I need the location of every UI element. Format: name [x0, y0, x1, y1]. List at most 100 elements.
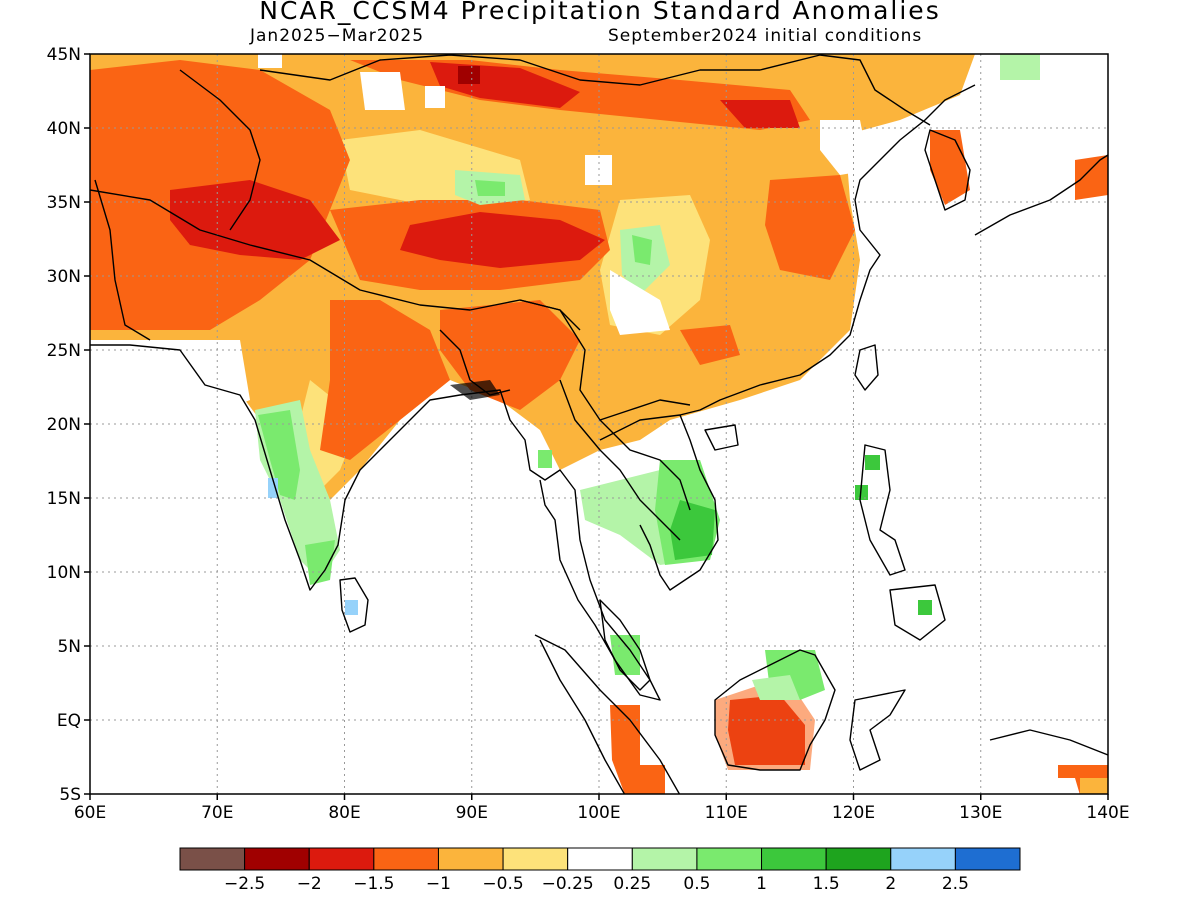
bangladesh-delta: [450, 380, 500, 400]
period-label: Jan2025−Mar2025: [250, 26, 425, 46]
legend-swatch: [567, 847, 633, 871]
lon-tick-label: 140E: [1086, 803, 1129, 823]
coastline-hainan: [704, 424, 739, 451]
lat-tick-label: 5S: [59, 785, 81, 805]
coastline-srilanka: [339, 577, 369, 633]
init-conditions-label: September2024 initial conditions: [608, 26, 923, 46]
legend-label: −1.5: [353, 874, 394, 894]
coastline-borneo: [714, 649, 836, 771]
coastline-vietnam: [639, 414, 719, 591]
legend-swatch: [502, 847, 569, 871]
anomaly-region-neg15-afghan: [170, 180, 340, 260]
near-zero-hole-f: [820, 120, 870, 175]
coastline-newguinea: [989, 729, 1108, 756]
legend-label: 0.5: [683, 874, 710, 894]
lon-tick-label: 80E: [328, 803, 360, 823]
lat-tick-label: 10N: [47, 563, 81, 583]
anomaly-region-pos05-borneo: [752, 675, 800, 700]
legend-swatch: [308, 847, 375, 871]
legend-label: −1: [426, 874, 451, 894]
border-laos: [599, 419, 691, 511]
border-china-north: [259, 54, 931, 126]
anomaly-region-pos1-philippines: [855, 455, 932, 615]
lat-tick-label: 20N: [47, 415, 81, 435]
coastline-korea: [924, 129, 971, 211]
legend-swatch: [825, 847, 892, 871]
anomaly-region-pos1-burma: [538, 450, 552, 468]
near-zero-hole-h: [1000, 54, 1040, 80]
lat-tick-label: 15N: [47, 489, 81, 509]
legend-swatch: [761, 847, 827, 871]
legend-label: 0.25: [613, 874, 651, 894]
legend-label: 2: [885, 874, 896, 894]
coastline-sulawesi: [849, 689, 906, 771]
legend-swatch: [890, 847, 956, 871]
lat-tick-label: 5N: [57, 637, 81, 657]
coastline-malaya: [599, 599, 651, 691]
near-zero-hole-b: [425, 86, 445, 108]
colorbar-legend: −2.5 −2 −1.5 −1 −0.5 −0.25 0.25 0.5 1 1.5 2 2.5: [179, 847, 1021, 894]
anomaly-region-neg1-small: [680, 325, 740, 365]
anomaly-region-pos1-china: [632, 235, 652, 265]
coastline-indochina-east: [599, 84, 976, 441]
lat-tick-label: 35N: [47, 193, 81, 213]
anomaly-region-pos1-india: [258, 410, 300, 500]
lon-tick-label: 60E: [74, 803, 106, 823]
lat-tick-label: EQ: [57, 711, 81, 731]
near-zero-hole-a: [258, 54, 282, 68]
legend-swatch: [437, 847, 504, 871]
lat-tick-label: 30N: [47, 267, 81, 287]
anomaly-region-pos1-malaya: [610, 635, 640, 675]
lat-tick-label: 45N: [47, 45, 81, 65]
anomaly-region-neg1-korea: [930, 130, 970, 205]
legend-swatch: [696, 847, 763, 871]
lon-tick-label: 70E: [201, 803, 233, 823]
anomaly-field: [90, 54, 1108, 794]
legend-label: −0.5: [482, 874, 523, 894]
coastline-luzon: [859, 444, 906, 576]
anomaly-region-pos1-tarim: [475, 180, 505, 196]
lon-tick-label: 120E: [832, 803, 875, 823]
coastline-arabian-sea: [90, 344, 661, 701]
legend-swatch: [179, 847, 246, 871]
anomaly-region-neg1-india: [320, 300, 450, 460]
coastline-sumatra-west: [539, 639, 626, 794]
anomaly-region-pos1-india-south: [305, 540, 335, 585]
lon-tick-label: 100E: [577, 803, 620, 823]
anomaly-region-pos2-srilanka: [345, 600, 358, 615]
near-zero-hole-e: [610, 270, 670, 335]
legend-label: −2: [297, 874, 322, 894]
gridlines: [90, 54, 1108, 794]
map-title: NCAR_CCSM4 Precipitation Standard Anomal…: [259, 0, 941, 25]
border-burma-china: [519, 299, 691, 421]
legend-label: 1: [756, 874, 767, 894]
lat-axis: 45N 40N 35N 30N 25N 20N 15N 10N 5N EQ 5S: [47, 45, 90, 805]
anomaly-region-neg1-sumatra: [610, 705, 665, 794]
lon-tick-label: 110E: [705, 803, 748, 823]
near-zero-hole-d: [360, 72, 405, 110]
lon-tick-label: 130E: [959, 803, 1002, 823]
anomaly-region-neg15-east: [720, 100, 800, 128]
near-zero-hole-g: [90, 340, 250, 420]
border-pakistan: [179, 69, 261, 231]
anomaly-region-neg1-japan: [1075, 155, 1108, 200]
legend-swatch: [373, 847, 439, 871]
legend-swatch: [631, 847, 698, 871]
border-thailand: [559, 379, 681, 541]
anomaly-region-neg05-newguinea: [1080, 778, 1108, 794]
legend-swatch: [954, 847, 1021, 871]
lon-axis: 60E 70E 80E 90E 100E 110E 120E 130E 140E: [74, 794, 1130, 823]
anomaly-region-neg1-borneo: [715, 685, 815, 770]
anomaly-region-neg2: [458, 66, 480, 84]
lat-tick-label: 25N: [47, 341, 81, 361]
coastline-japan: [974, 154, 1108, 236]
coastline-sumatra: [534, 634, 681, 794]
legend-label: −0.25: [542, 874, 594, 894]
legend-label: −2.5: [224, 874, 265, 894]
lon-tick-label: 90E: [456, 803, 488, 823]
legend-swatch: [244, 847, 310, 871]
coastline-mindanao: [889, 584, 946, 641]
coastline-taiwan: [854, 344, 879, 391]
legend-label: 2.5: [942, 874, 969, 894]
